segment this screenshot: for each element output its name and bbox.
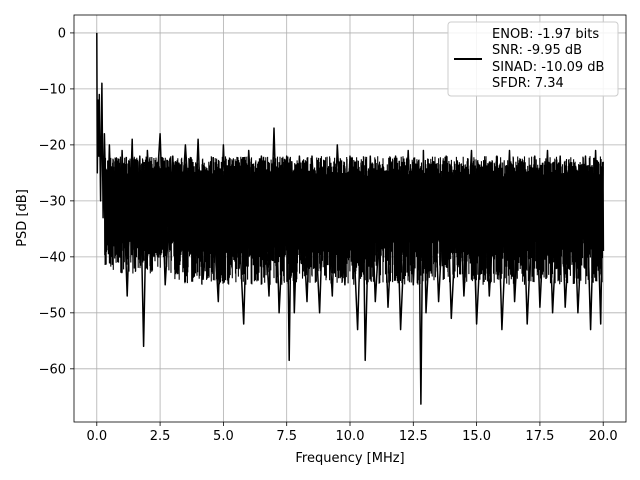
legend-line-enob: ENOB: -1.97 bits: [492, 27, 599, 42]
y-tick-label: −50: [39, 306, 66, 321]
noise-fill-lines: [103, 156, 605, 285]
y-tick-label: −20: [39, 138, 66, 153]
legend-line-sfdr: SFDR: 7.34: [492, 76, 564, 91]
y-axis-ticks: 0 −10 −20 −30 −40 −50 −60: [39, 26, 74, 377]
y-tick-label: −30: [39, 194, 66, 209]
psd-noise-texture: [103, 156, 605, 285]
x-tick-label: 20.0: [589, 429, 618, 444]
y-tick-label: 0: [58, 26, 66, 41]
legend-line-snr: SNR: -9.95 dB: [492, 43, 582, 58]
x-tick-label: 17.5: [525, 429, 554, 444]
x-axis-label: Frequency [MHz]: [295, 451, 404, 466]
plot-area: [96, 32, 605, 405]
y-tick-label: −10: [39, 82, 66, 97]
y-tick-label: −60: [39, 362, 66, 377]
legend-box: [447, 21, 619, 97]
x-tick-label: 7.5: [276, 429, 297, 444]
legend: ENOB: -1.97 bits SNR: -9.95 dB SINAD: -1…: [447, 21, 619, 97]
x-tick-label: 10.0: [336, 429, 365, 444]
x-tick-label: 15.0: [462, 429, 491, 444]
x-tick-label: 2.5: [150, 429, 171, 444]
x-tick-label: 12.5: [399, 429, 428, 444]
x-axis-ticks: 0.0 2.5 5.0 7.5 10.0 12.5 15.0 17.5 20.0: [86, 422, 618, 444]
legend-line-sinad: SINAD: -10.09 dB: [492, 60, 604, 75]
x-tick-label: 0.0: [86, 429, 107, 444]
y-axis-label: PSD [dB]: [15, 189, 30, 247]
x-tick-label: 5.0: [213, 429, 234, 444]
y-tick-label: −40: [39, 250, 66, 265]
